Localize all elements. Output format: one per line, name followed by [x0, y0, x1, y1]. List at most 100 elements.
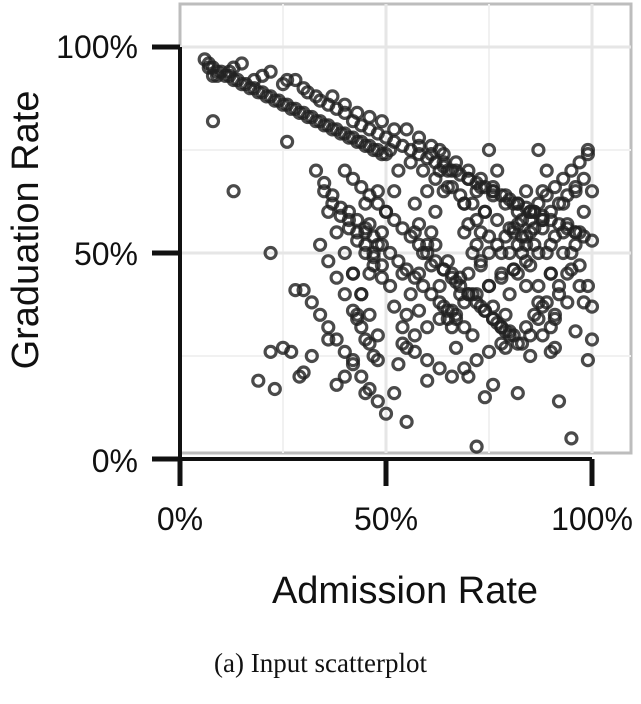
data-point	[358, 386, 373, 401]
data-point	[477, 204, 492, 219]
data-point	[535, 184, 550, 199]
data-points	[197, 52, 600, 454]
data-point	[576, 204, 591, 219]
data-point	[366, 348, 381, 364]
data-point	[580, 278, 596, 294]
data-point	[395, 320, 410, 335]
data-point	[572, 278, 587, 294]
data-point	[539, 163, 554, 178]
axes	[152, 44, 595, 486]
data-point	[411, 266, 427, 281]
data-point	[416, 278, 431, 294]
data-point	[523, 348, 538, 364]
data-point	[358, 237, 373, 252]
data-point	[481, 229, 497, 244]
data-point	[329, 377, 344, 392]
data-point	[473, 258, 488, 273]
data-point	[543, 344, 558, 359]
data-point	[502, 287, 517, 302]
data-point	[416, 163, 431, 178]
data-point	[584, 184, 600, 199]
data-point	[251, 373, 266, 388]
data-point	[432, 361, 447, 376]
data-point	[370, 184, 385, 199]
data-point	[407, 328, 422, 343]
data-point	[556, 171, 571, 186]
data-point	[205, 68, 221, 83]
data-point	[308, 89, 324, 104]
data-point	[387, 212, 402, 228]
data-point	[374, 270, 389, 285]
data-point	[407, 196, 422, 211]
data-point	[461, 369, 476, 384]
data-point	[494, 336, 509, 351]
data-point	[345, 266, 361, 281]
data-point	[564, 262, 579, 277]
data-point	[325, 188, 340, 203]
data-point	[473, 299, 488, 314]
data-point	[518, 278, 534, 294]
data-point	[313, 307, 328, 322]
data-point	[551, 278, 567, 294]
data-point	[366, 250, 381, 265]
data-point	[543, 204, 558, 219]
data-point	[440, 311, 455, 326]
data-point	[226, 60, 241, 75]
data-point	[551, 394, 567, 409]
data-point	[329, 270, 344, 285]
data-point	[510, 204, 525, 219]
data-point	[399, 122, 414, 137]
data-point	[448, 274, 464, 289]
data-point	[448, 340, 464, 355]
data-point	[383, 142, 398, 158]
x-axis-label: Admission Rate	[272, 570, 538, 612]
data-point	[494, 245, 509, 261]
data-point	[411, 130, 427, 145]
data-point	[428, 237, 443, 252]
data-point	[345, 171, 361, 186]
data-point	[486, 377, 501, 392]
data-point	[523, 328, 538, 343]
data-point	[288, 283, 303, 298]
data-point	[465, 196, 480, 211]
data-point	[387, 386, 402, 401]
data-point	[329, 225, 344, 240]
data-point	[378, 204, 394, 219]
data-point	[432, 311, 447, 326]
data-point	[255, 68, 270, 83]
data-point	[576, 171, 591, 186]
data-point	[547, 311, 563, 326]
data-point	[337, 287, 352, 302]
figure-caption: (a) Input scatterplot	[214, 648, 427, 678]
data-point	[296, 81, 311, 96]
data-point	[358, 196, 373, 211]
data-point	[317, 175, 332, 191]
data-point	[308, 163, 324, 178]
data-point	[424, 225, 439, 240]
data-point	[518, 254, 534, 269]
data-point	[556, 196, 571, 211]
data-point	[362, 217, 377, 232]
data-point	[354, 180, 369, 195]
data-point	[432, 163, 447, 178]
data-point	[403, 287, 418, 302]
data-point	[469, 353, 484, 368]
x-tick-label-0: 0%	[157, 501, 203, 537]
data-point	[547, 229, 563, 244]
data-point	[531, 245, 546, 261]
x-tick-label-1: 50%	[354, 501, 418, 537]
data-point	[333, 200, 348, 215]
y-axis-label: Graduation Rate	[5, 91, 47, 370]
data-point	[296, 283, 311, 298]
data-point	[395, 266, 410, 281]
data-point	[531, 142, 546, 158]
data-point	[568, 184, 583, 199]
data-point	[366, 258, 381, 273]
data-point	[378, 406, 394, 421]
data-point	[444, 180, 459, 195]
data-point	[580, 142, 596, 158]
data-point	[304, 295, 319, 310]
data-point	[428, 204, 443, 219]
data-point	[477, 390, 492, 405]
